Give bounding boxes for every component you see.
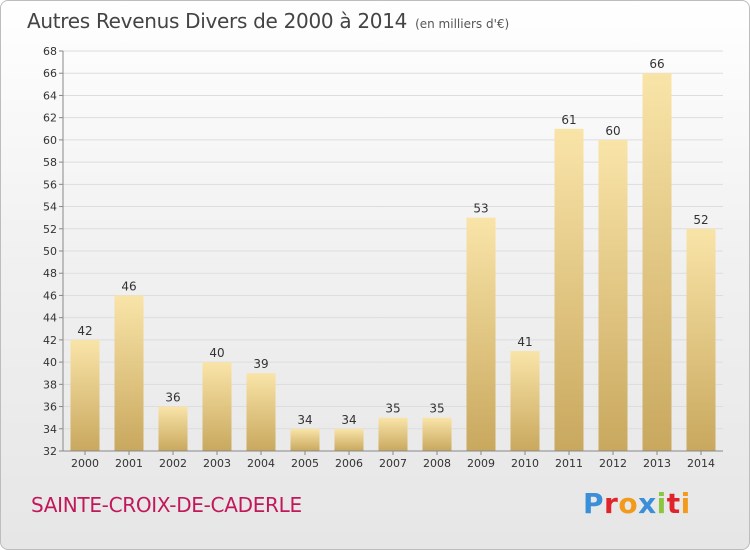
- logo-letter: i: [680, 487, 691, 520]
- y-tick-label: 36: [43, 401, 57, 414]
- bar: [554, 128, 584, 452]
- y-tick-label: 60: [43, 134, 57, 147]
- x-tick-label: 2002: [159, 457, 187, 470]
- logo-letter: o: [618, 487, 639, 520]
- y-tick-label: 32: [43, 445, 57, 458]
- proxiti-logo: Proxiti: [583, 487, 691, 520]
- y-tick-label: 66: [43, 67, 57, 80]
- x-tick-label: 2010: [511, 457, 539, 470]
- bar: [466, 217, 496, 451]
- x-tick-label: 2008: [423, 457, 451, 470]
- y-tick-label: 62: [43, 112, 57, 125]
- y-tick-label: 40: [43, 356, 57, 369]
- bar-value-label: 40: [209, 346, 224, 360]
- y-tick-label: 52: [43, 223, 57, 236]
- y-tick-label: 38: [43, 378, 57, 391]
- x-tick-label: 2009: [467, 457, 495, 470]
- bar-value-label: 35: [385, 402, 400, 416]
- bars: [70, 73, 716, 452]
- chart-unit: (en milliers d'€): [415, 17, 510, 31]
- bar-value-label: 36: [165, 391, 180, 405]
- bar-value-label: 42: [77, 324, 92, 338]
- bar: [378, 417, 408, 451]
- bar: [598, 139, 628, 451]
- bar: [686, 228, 716, 451]
- logo-letter: x: [638, 487, 657, 520]
- x-tick-label: 2006: [335, 457, 363, 470]
- bar: [246, 373, 276, 451]
- bar-value-label: 61: [561, 113, 576, 127]
- x-tick-label: 2000: [71, 457, 99, 470]
- x-tick-label: 2012: [599, 457, 627, 470]
- x-tick-label: 2005: [291, 457, 319, 470]
- bar: [202, 362, 232, 451]
- labels: 32 34 36 38 40 42 44 46 48 50 52 54 56 58 60 62 64 66 68 42…: [43, 45, 715, 470]
- y-tick-label: 58: [43, 156, 57, 169]
- logo-letter: t: [666, 487, 681, 520]
- y-tick-label: 50: [43, 245, 57, 258]
- x-tick-label: 2013: [643, 457, 671, 470]
- y-tick-label: 54: [43, 201, 57, 214]
- x-tick-label: 2004: [247, 457, 275, 470]
- bar-value-label: 35: [429, 402, 444, 416]
- y-tick-label: 42: [43, 334, 57, 347]
- bar-value-label: 34: [341, 413, 356, 427]
- y-tick-label: 34: [43, 423, 57, 436]
- logo-letter: r: [604, 487, 619, 520]
- axes: [59, 50, 723, 455]
- bar-value-label: 66: [649, 57, 664, 71]
- bar-value-label: 39: [253, 357, 268, 371]
- x-tick-label: 2003: [203, 457, 231, 470]
- bar-value-label: 52: [693, 213, 708, 227]
- bar: [510, 351, 540, 451]
- y-tick-label: 68: [43, 45, 57, 58]
- bar-value-label: 60: [605, 124, 620, 138]
- bar: [334, 428, 364, 451]
- x-tick-label: 2007: [379, 457, 407, 470]
- bar: [70, 339, 100, 451]
- bar-value-label: 34: [297, 413, 312, 427]
- chart-title-text: Autres Revenus Divers de 2000 à 2014: [27, 9, 408, 33]
- x-tick-label: 2011: [555, 457, 583, 470]
- y-tick-label: 56: [43, 178, 57, 191]
- logo-letter: i: [656, 487, 667, 520]
- bar-value-label: 53: [473, 202, 488, 216]
- y-tick-label: 44: [43, 312, 57, 325]
- y-tick-label: 64: [43, 89, 57, 102]
- bar: [422, 417, 452, 451]
- x-tick-label: 2014: [687, 457, 715, 470]
- bar: [158, 406, 188, 451]
- logo-letter: P: [583, 487, 605, 520]
- bar: [642, 73, 672, 451]
- commune-name: SAINTE-CROIX-DE-CADERLE: [31, 493, 302, 517]
- chart-title: Autres Revenus Divers de 2000 à 2014 (en …: [27, 9, 509, 33]
- bar: [114, 295, 144, 451]
- bar-value-label: 41: [517, 335, 532, 349]
- bar-value-label: 46: [121, 279, 136, 293]
- y-tick-label: 48: [43, 267, 57, 280]
- bar: [290, 428, 320, 451]
- y-tick-label: 46: [43, 289, 57, 302]
- x-tick-label: 2001: [115, 457, 143, 470]
